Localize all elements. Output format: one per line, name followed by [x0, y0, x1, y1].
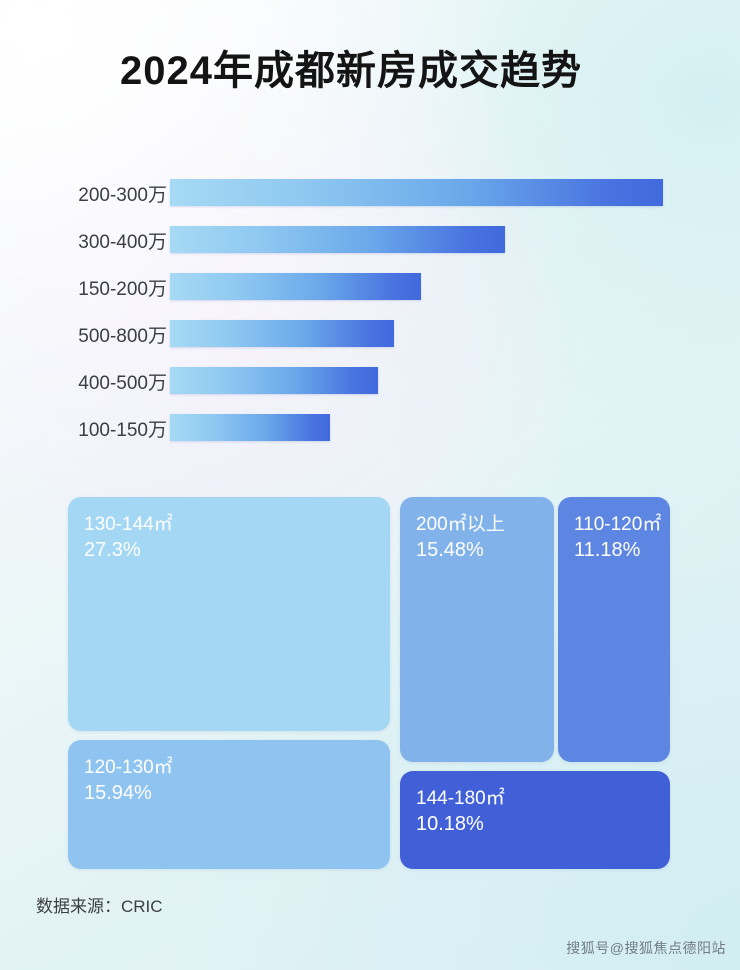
treemap-cell-value: 15.48%: [416, 539, 484, 561]
bar-track: [170, 320, 394, 347]
treemap-cell: 130-144㎡ 27.3%: [68, 497, 390, 731]
bar-row: 150-200万: [0, 270, 740, 304]
treemap-cell: 200㎡以上 15.48%: [400, 497, 554, 762]
bar-fill: [170, 273, 421, 300]
treemap-cell-name: 130-144㎡: [84, 514, 173, 535]
bar-row: 100-150万: [0, 411, 740, 445]
bar-track: [170, 273, 421, 300]
bar-category-label: 150-200万: [78, 279, 167, 300]
bar-fill: [170, 414, 330, 441]
bar-fill: [170, 179, 663, 206]
treemap-cell-value: 15.94%: [84, 782, 152, 804]
bar-row: 200-300万: [0, 176, 740, 210]
treemap-cell-value: 27.3%: [84, 539, 141, 561]
bar-track: [170, 367, 378, 394]
treemap-cell-value: 10.18%: [416, 813, 484, 835]
bar-row: 400-500万: [0, 364, 740, 398]
bar-category-label: 100-150万: [78, 420, 167, 441]
area-range-treemap: 130-144㎡ 27.3% 120-130㎡ 15.94% 200㎡以上 15.48% 1…: [68, 497, 670, 869]
bar-fill: [170, 320, 394, 347]
bar-track: [170, 414, 330, 441]
bar-track: [170, 179, 663, 206]
bar-category-label: 300-400万: [78, 232, 167, 253]
bar-category-label: 500-800万: [78, 326, 167, 347]
page-title: 2024年成都新房成交趋势: [120, 49, 582, 93]
treemap-cell-name: 110-120㎡: [574, 514, 662, 535]
bar-fill: [170, 226, 505, 253]
bar-fill: [170, 367, 378, 394]
treemap-cell-name: 120-130㎡: [84, 757, 173, 778]
treemap-cell: 110-120㎡ 11.18%: [558, 497, 670, 762]
bar-category-label: 200-300万: [78, 185, 167, 206]
treemap-cell-value: 11.18%: [574, 539, 641, 561]
treemap-cell: 120-130㎡ 15.94%: [68, 740, 390, 869]
bar-category-label: 400-500万: [78, 373, 167, 394]
treemap-cell-name: 144-180㎡: [416, 788, 505, 809]
price-range-bar-chart: 200-300万 300-400万 150-200万 500-800万 400-500万…: [0, 176, 740, 456]
treemap-cell: 144-180㎡ 10.18%: [400, 771, 670, 869]
bar-row: 500-800万: [0, 317, 740, 351]
watermark-label: 搜狐号@搜狐焦点德阳站: [566, 940, 726, 956]
bar-track: [170, 226, 505, 253]
data-source-note: 数据来源：CRIC: [36, 897, 163, 916]
bar-row: 300-400万: [0, 223, 740, 257]
treemap-cell-name: 200㎡以上: [416, 514, 505, 535]
